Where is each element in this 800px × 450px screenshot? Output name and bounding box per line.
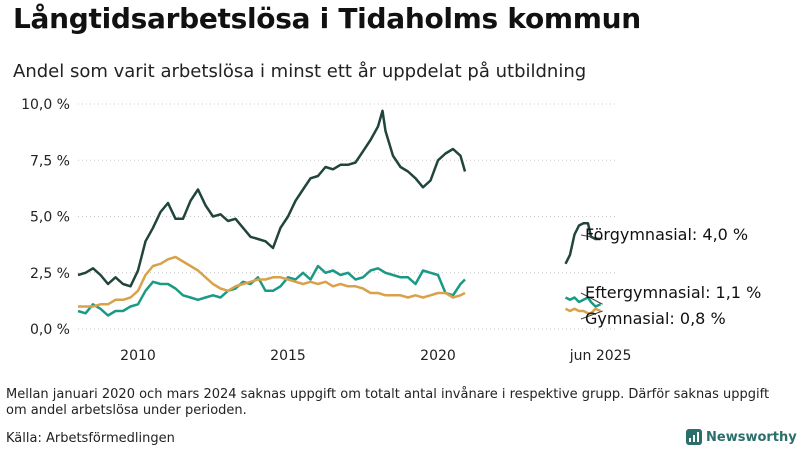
brand-name: Newsworthy xyxy=(706,429,797,445)
series-lines xyxy=(77,109,602,317)
series-line-recent-eftergymnasial xyxy=(564,296,602,308)
x-tick-label: 2010 xyxy=(120,348,156,364)
y-tick-label: 7,5 % xyxy=(30,153,70,169)
chart-bars-icon xyxy=(686,429,702,445)
x-axis-ticks: 2010 2015 2020 jun 2025 xyxy=(120,348,631,364)
x-tick-label: 2015 xyxy=(270,348,306,364)
x-tick-label: 2020 xyxy=(420,348,456,364)
series-line-recent-gymnasial xyxy=(564,307,602,315)
source-note: Källa: Arbetsförmedlingen xyxy=(6,431,175,446)
series-line-förgymnasial xyxy=(77,109,467,288)
end-label-förgymnasial: Förgymnasial: 4,0 % xyxy=(585,225,748,244)
end-label-leader xyxy=(580,292,603,305)
y-tick-label: 5,0 % xyxy=(30,210,70,226)
y-axis-ticks: 0,0 % 2,5 % 5,0 % 7,5 % 10,0 % xyxy=(21,97,70,338)
series-line-gymnasial xyxy=(78,255,466,308)
chart-subtitle: Andel som varit arbetslösa i minst ett å… xyxy=(13,61,587,82)
chart-title: Långtidsarbetslösa i Tidaholms kommun xyxy=(13,2,641,35)
end-label-eftergymnasial: Eftergymnasial: 1,1 % xyxy=(585,283,761,302)
y-tick-label: 0,0 % xyxy=(30,322,70,338)
y-tick-label: 10,0 % xyxy=(21,97,70,113)
footnote: Mellan januari 2020 och mars 2024 saknas… xyxy=(6,387,770,418)
end-label-gymnasial: Gymnasial: 0,8 % xyxy=(585,309,726,328)
line-chart: 0,0 % 2,5 % 5,0 % 7,5 % 10,0 % 2010 2015 2020 j… xyxy=(21,97,761,364)
brand-logo: Newsworthy xyxy=(686,429,797,445)
series-end-labels: Förgymnasial: 4,0 % Eftergymnasial: 1,1 %… xyxy=(580,225,761,328)
end-label-leader xyxy=(580,234,603,240)
y-tick-label: 2,5 % xyxy=(30,266,70,282)
x-tick-label: jun 2025 xyxy=(569,348,632,364)
series-line-eftergymnasial xyxy=(77,264,466,317)
series-line-recent-förgymnasial xyxy=(564,222,601,265)
end-label-leader xyxy=(580,310,603,320)
